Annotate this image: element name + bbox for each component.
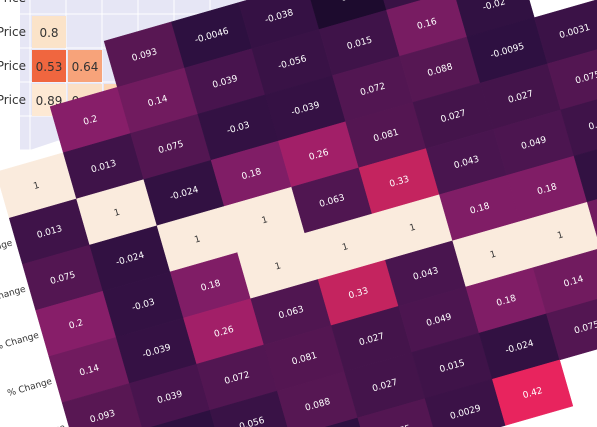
cell-value: 0.89	[36, 94, 63, 108]
cell-value: 1	[113, 208, 121, 219]
row-label: % Change	[20, 423, 67, 427]
cell-value: -0.056	[235, 416, 266, 427]
row-label: a Price	[0, 25, 26, 39]
cell-value: 1	[556, 230, 564, 241]
heatmap-cell	[492, 359, 574, 426]
heatmap-cell	[324, 417, 361, 427]
heatmap-cell	[546, 299, 597, 361]
heatmap-cell	[32, 16, 66, 48]
heatmap-cell	[357, 398, 434, 427]
row-label: hange	[0, 238, 14, 256]
row-label: wool Price	[0, 93, 26, 107]
row-label: Change	[0, 284, 27, 303]
cell-value: 0.2	[68, 318, 85, 332]
row-label: ton Price	[0, 59, 26, 73]
cell-value: 1	[193, 234, 201, 245]
cell-value: -0.1	[337, 0, 357, 5]
cell-value: 1	[32, 181, 40, 192]
heatmap-cell	[547, 49, 597, 111]
heatmap-cell	[586, 199, 597, 238]
heatmap-cell	[209, 390, 288, 427]
row-label: Price	[0, 0, 26, 5]
cell-value: 1	[409, 223, 417, 234]
cell-value: 0.2	[82, 114, 99, 128]
cell-value: 1	[261, 215, 269, 226]
cell-value: 1	[341, 242, 349, 253]
heatmap-cell	[532, 249, 597, 315]
heatmap-cell	[61, 383, 143, 427]
heatmap-cell	[533, 0, 597, 65]
heatmap-cell	[560, 99, 597, 157]
heatmap-cell	[32, 50, 66, 82]
cell-value: 1	[489, 250, 497, 261]
row-label: % Change	[0, 331, 41, 353]
row-label: % Change	[6, 377, 53, 399]
cell-value: 0.64	[72, 60, 99, 74]
heatmap-cell	[68, 50, 102, 82]
cell-value: 1	[274, 261, 282, 272]
cell-value: 0.8	[39, 26, 58, 40]
heatmap-cell	[519, 201, 597, 268]
heatmap-cell	[573, 149, 597, 203]
cell-value: 0.53	[36, 60, 63, 74]
heatmap-cell	[150, 409, 216, 427]
cell-value: 0.015	[588, 116, 597, 133]
